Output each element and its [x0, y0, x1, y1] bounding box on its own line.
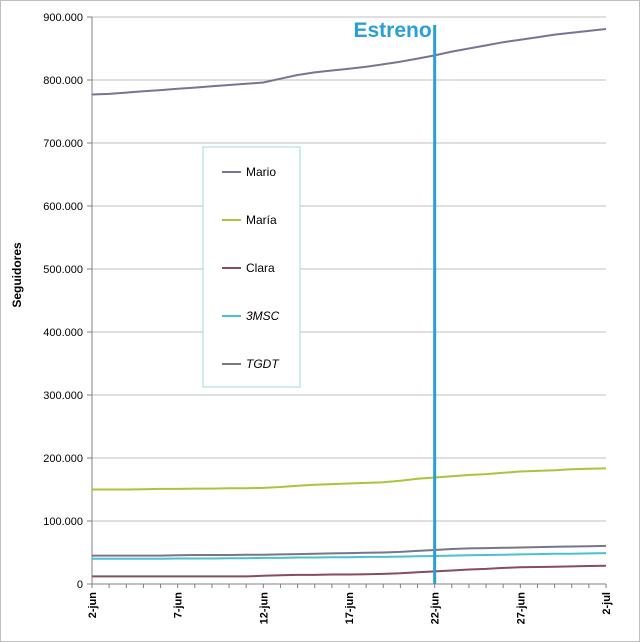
y-tick-label: 0 [77, 579, 83, 591]
y-tick-label: 500.000 [43, 264, 83, 276]
legend-label: Clara [246, 261, 275, 275]
series-line-3msc [92, 552, 607, 560]
series-lines [91, 28, 607, 578]
x-axis-ticks: 2-jun 7-jun 12-jun 17-jun 22-jun 27-jun 2-jul [87, 584, 613, 624]
legend-label: María [246, 213, 277, 227]
y-tick-label: 100.000 [43, 516, 83, 528]
x-tick-label: 2-jul [601, 592, 613, 615]
x-tick-label: 12-jun [258, 592, 270, 625]
y-tick-label: 200.000 [43, 453, 83, 465]
y-tick-label: 600.000 [43, 201, 83, 213]
y-tick-label: 300.000 [43, 390, 83, 402]
x-tick-label: 22-jun [430, 592, 442, 625]
legend-label: 3MSC [246, 309, 280, 323]
series-line-mario [91, 28, 607, 96]
x-tick-label: 2-jun [87, 592, 99, 619]
legend-box [202, 146, 301, 388]
series-line-tgdt [92, 544, 607, 557]
y-tick-label: 900.000 [43, 12, 83, 24]
legend: Mario María Clara 3MSC TGDT [202, 146, 301, 388]
x-tick-label: 27-jun [515, 592, 527, 625]
y-axis-ticks: 0 100.000 200.000 300.000 400.000 500.000 600.… [43, 12, 92, 591]
y-tick-label: 400.000 [43, 327, 83, 339]
event-label: Estreno [353, 19, 431, 42]
y-axis-label: Seguidores [10, 242, 24, 308]
series-line-mara [92, 467, 607, 491]
legend-label: Mario [246, 165, 276, 179]
series-line-clara [92, 564, 607, 578]
y-tick-label: 800.000 [43, 75, 83, 87]
y-tick-label: 700.000 [43, 138, 83, 150]
gridlines [92, 16, 606, 522]
legend-label: TGDT [246, 357, 280, 371]
x-tick-label: 17-jun [344, 592, 356, 625]
x-tick-label: 7-jun [173, 592, 185, 619]
